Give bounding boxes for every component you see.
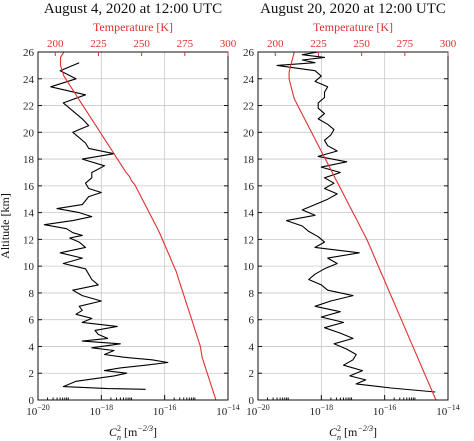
- x-tick-exponent: −18: [321, 403, 334, 412]
- x-tick-base: 10: [246, 406, 258, 418]
- y-tick-label: 18: [23, 154, 35, 166]
- top-tick-label: 275: [177, 38, 194, 50]
- x-label-unit-end: ]: [153, 425, 157, 439]
- y-tick-label: 10: [23, 261, 35, 273]
- x-label-unit: [m: [341, 425, 358, 439]
- x-tick-base: 10: [310, 406, 322, 418]
- x-tick-exponent: −14: [227, 403, 240, 412]
- x-label-unit: [m: [121, 425, 138, 439]
- temperature-profile-line: [288, 52, 437, 400]
- y-tick-label: 2: [29, 368, 35, 380]
- x-tick-label: 10−18: [310, 403, 334, 418]
- y-tick-label: 0: [249, 395, 255, 407]
- y-axis-label: Altitude [km]: [0, 193, 12, 259]
- y-tick-label: 26: [23, 47, 35, 59]
- x-tick-exponent: −20: [37, 403, 50, 412]
- y-tick-label: 20: [243, 127, 255, 139]
- x-tick-label: 10−18: [90, 403, 114, 418]
- y-tick-label: 8: [249, 288, 255, 300]
- top-tick-label: 200: [267, 38, 284, 50]
- x-tick-label: 10−20: [246, 403, 270, 418]
- y-tick-label: 0: [29, 395, 35, 407]
- cn2-profile-line: [276, 52, 436, 393]
- temperature-profile-line: [59, 52, 217, 400]
- y-tick-label: 6: [249, 315, 255, 327]
- x-tick-base: 10: [373, 406, 385, 418]
- x-tick-base: 10: [90, 406, 102, 418]
- y-tick-label: 22: [243, 101, 254, 113]
- top-tick-label: 300: [440, 38, 457, 50]
- x-tick-exponent: −14: [447, 403, 460, 412]
- x-tick-label: 10−16: [153, 403, 177, 418]
- x-tick-label: 10−20: [26, 403, 50, 418]
- x-axis-label: C2 n [m−2/3]: [329, 424, 377, 441]
- y-tick-label: 24: [23, 74, 35, 86]
- top-tick-label: 200: [47, 38, 64, 50]
- x-label-sub: n: [337, 433, 341, 441]
- x-tick-label: 10−14: [216, 403, 240, 418]
- y-tick-label: 10: [243, 261, 255, 273]
- x-tick-label: 10−14: [436, 403, 460, 418]
- x-label-symbol: C: [329, 425, 338, 439]
- y-tick-label: 14: [23, 208, 35, 220]
- y-tick-label: 12: [243, 234, 254, 246]
- plot-frame: [257, 51, 449, 401]
- x-tick-exponent: −18: [101, 403, 114, 412]
- y-tick-label: 26: [243, 47, 255, 59]
- temperature-axis-label: Temperature [K]: [313, 20, 393, 34]
- x-tick-base: 10: [26, 406, 38, 418]
- x-tick-base: 10: [436, 406, 448, 418]
- top-tick-label: 275: [397, 38, 414, 50]
- top-tick-label: 225: [90, 38, 107, 50]
- x-label-unit-end: ]: [373, 425, 377, 439]
- x-label-sub: n: [117, 433, 121, 441]
- y-tick-label: 12: [23, 234, 34, 246]
- y-tick-label: 18: [243, 154, 255, 166]
- top-tick-label: 300: [220, 38, 237, 50]
- x-tick-base: 10: [153, 406, 165, 418]
- temperature-axis-label: Temperature [K]: [93, 20, 173, 34]
- top-tick-label: 250: [133, 38, 150, 50]
- x-tick-base: 10: [216, 406, 228, 418]
- y-tick-label: 8: [29, 288, 35, 300]
- x-axis-label: C2 n [m−2/3]: [109, 424, 157, 441]
- x-label-sup: 2: [117, 424, 121, 433]
- top-tick-label: 250: [353, 38, 370, 50]
- y-tick-label: 16: [243, 181, 255, 193]
- x-label-unit-sup: −2/3: [357, 424, 373, 433]
- y-tick-label: 20: [23, 127, 35, 139]
- x-tick-exponent: −16: [164, 403, 177, 412]
- y-tick-label: 22: [23, 101, 34, 113]
- y-tick-label: 24: [243, 74, 255, 86]
- y-tick-label: 14: [243, 208, 255, 220]
- x-label-sup: 2: [337, 424, 341, 433]
- cn2-profile-line: [43, 62, 169, 390]
- y-tick-label: 4: [249, 341, 255, 353]
- chart-title: August 20, 2020 at 12:00 UTC: [260, 1, 446, 17]
- y-tick-label: 2: [249, 368, 255, 380]
- x-tick-exponent: −16: [384, 403, 397, 412]
- x-tick-label: 10−16: [373, 403, 397, 418]
- x-tick-exponent: −20: [257, 403, 270, 412]
- x-label-unit-sup: −2/3: [137, 424, 153, 433]
- y-tick-label: 16: [23, 181, 35, 193]
- y-tick-label: 6: [29, 315, 35, 327]
- top-tick-label: 225: [310, 38, 327, 50]
- plot-frame: [37, 51, 229, 401]
- y-tick-label: 4: [29, 341, 35, 353]
- x-label-symbol: C: [109, 425, 118, 439]
- chart-title: August 4, 2020 at 12:00 UTC: [44, 1, 222, 17]
